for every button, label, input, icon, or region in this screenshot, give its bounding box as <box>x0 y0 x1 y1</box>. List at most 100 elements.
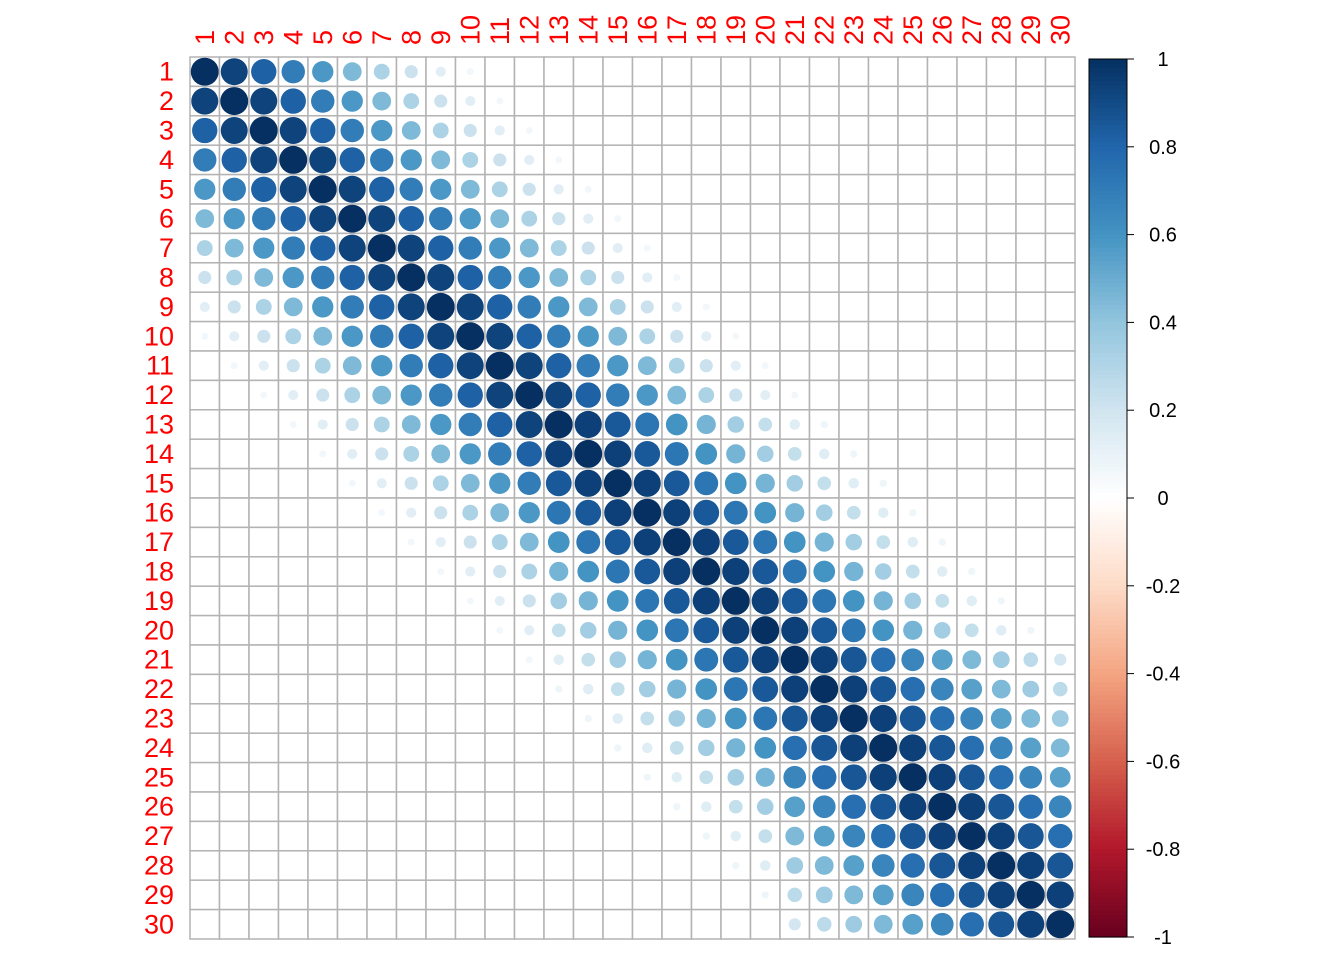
correlation-circle <box>930 706 955 731</box>
grid-cell <box>1044 526 1076 558</box>
correlation-circle <box>486 381 514 409</box>
correlation-circle <box>547 324 571 349</box>
correlation-circle <box>319 450 327 458</box>
correlation-circle <box>844 885 864 905</box>
grid-cell <box>956 497 988 529</box>
grid-cell <box>602 791 634 823</box>
correlation-circle <box>812 765 837 790</box>
grid-cell <box>395 614 427 646</box>
colorbar-band <box>1089 840 1127 846</box>
correlation-circle <box>604 411 631 438</box>
grid-cell <box>867 203 899 235</box>
grid-cell <box>956 350 988 382</box>
colorbar-band <box>1089 414 1127 420</box>
correlation-circle <box>371 119 393 142</box>
colorbar-band <box>1089 862 1127 868</box>
correlation-circle <box>310 235 336 261</box>
correlation-circle <box>515 411 543 438</box>
grid-cell <box>218 232 250 264</box>
row-label: 16 <box>144 498 174 528</box>
correlation-circle <box>664 441 689 466</box>
correlation-circle <box>694 647 719 672</box>
correlation-circle <box>663 587 690 614</box>
colorbar-band <box>1089 309 1127 315</box>
correlation-circle <box>964 623 979 638</box>
grid-cell <box>277 497 309 529</box>
correlation-circle <box>251 59 277 85</box>
correlation-circle <box>515 381 544 410</box>
colorbar-band <box>1089 212 1127 218</box>
correlation-circle <box>494 595 505 606</box>
grid-cell <box>720 232 752 264</box>
grid-cell <box>425 703 457 734</box>
correlation-circle <box>786 857 804 874</box>
correlation-circle <box>517 471 541 496</box>
correlation-circle <box>671 301 682 312</box>
column-label: 11 <box>485 17 515 45</box>
grid-cell <box>366 644 398 676</box>
correlation-circle <box>496 626 504 634</box>
colorbar-band <box>1089 102 1127 108</box>
grid-cell <box>867 350 899 382</box>
colorbar-band <box>1089 792 1127 798</box>
correlation-circle <box>490 503 510 523</box>
correlation-circle <box>466 597 474 605</box>
grid-cell <box>1044 350 1076 382</box>
correlation-circle <box>989 765 1014 790</box>
grid-cell <box>277 732 309 764</box>
correlation-circle <box>338 204 367 233</box>
colorbar-band <box>1089 440 1127 446</box>
colorbar-band <box>1089 221 1127 227</box>
colorbar-band <box>1089 454 1127 460</box>
colorbar-band <box>1089 331 1127 337</box>
column-label: 8 <box>396 30 426 45</box>
correlation-circle <box>250 87 278 115</box>
correlation-circle <box>604 499 632 527</box>
grid-cell <box>189 732 221 764</box>
grid-cell <box>336 497 368 529</box>
colorbar-band <box>1089 642 1127 648</box>
correlation-circle <box>665 648 688 671</box>
grid-cell <box>189 467 221 499</box>
colorbar-band <box>1089 234 1127 240</box>
correlation-circle <box>669 741 684 755</box>
correlation-circle <box>633 469 661 497</box>
colorbar-band <box>1089 278 1127 284</box>
correlation-circle <box>199 301 210 312</box>
grid-cell <box>1044 262 1076 293</box>
correlation-circle <box>580 269 597 286</box>
colorbar-band <box>1089 265 1127 271</box>
correlation-circle <box>662 528 691 557</box>
column-label: 16 <box>632 15 662 45</box>
grid-cell <box>336 556 368 587</box>
grid-cell <box>307 556 339 587</box>
correlation-circle <box>493 153 507 167</box>
grid-cell <box>808 173 840 205</box>
grid-cell <box>454 820 486 852</box>
correlation-circle <box>988 911 1015 938</box>
correlation-circle <box>698 387 715 404</box>
grid-cell <box>395 703 427 734</box>
correlation-circle <box>758 829 773 843</box>
matrix-cells <box>189 56 1076 940</box>
correlation-circle <box>466 68 474 76</box>
grid-cell <box>985 467 1017 499</box>
grid-cell <box>1015 497 1047 529</box>
colorbar-band <box>1089 67 1127 73</box>
grid-cell <box>454 614 486 646</box>
grid-cell <box>897 144 929 176</box>
colorbar-band <box>1089 436 1127 442</box>
colorbar-band <box>1089 375 1127 381</box>
colorbar-band <box>1089 871 1127 877</box>
colorbar-tick-label: -1 <box>1154 927 1172 949</box>
colorbar-band <box>1089 677 1127 683</box>
grid-cell <box>985 203 1017 235</box>
correlation-circle <box>201 332 209 340</box>
grid-cell <box>307 526 339 558</box>
grid-cell <box>985 438 1017 470</box>
grid-cell <box>867 232 899 264</box>
correlation-circle <box>721 586 750 615</box>
colorbar-band <box>1089 603 1127 609</box>
correlation-circle <box>692 528 720 556</box>
grid-cell <box>867 85 899 117</box>
